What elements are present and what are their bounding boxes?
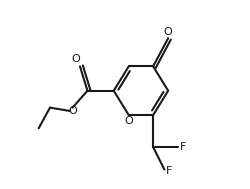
Text: F: F	[180, 142, 186, 152]
Text: O: O	[164, 27, 172, 37]
Text: O: O	[68, 106, 77, 116]
Text: F: F	[166, 167, 173, 176]
Text: O: O	[72, 54, 80, 64]
Text: O: O	[124, 116, 133, 126]
